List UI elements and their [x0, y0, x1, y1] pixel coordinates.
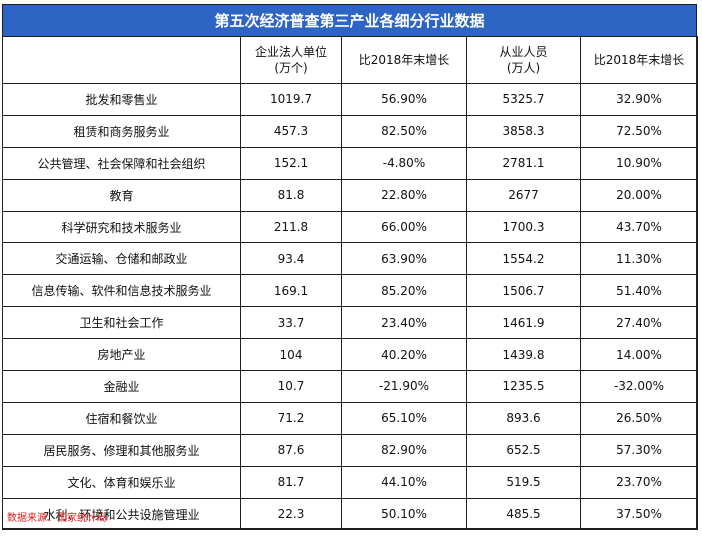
enterprise-growth-cell: 44.10%: [341, 465, 467, 499]
employee-growth-cell: 43.70%: [580, 210, 698, 244]
enterprise-growth-cell: 82.90%: [341, 433, 467, 467]
industry-cell: 文化、体育和娱乐业: [2, 465, 241, 499]
employee-growth-cell: 72.50%: [580, 114, 698, 148]
employees-cell: 1439.8: [466, 338, 581, 372]
enterprise-growth-cell: 56.90%: [341, 83, 467, 116]
enterprises-cell: 152.1: [240, 146, 342, 180]
table-row: 交通运输、仓储和邮政业 93.4 63.90% 1554.2 11.30%: [2, 242, 698, 276]
industry-cell: 卫生和社会工作: [2, 306, 241, 340]
enterprise-growth-cell: 22.80%: [341, 178, 467, 212]
industry-cell: 信息传输、软件和信息技术服务业: [2, 274, 241, 308]
table-row: 租赁和商务服务业 457.3 82.50% 3858.3 72.50%: [2, 114, 698, 148]
industry-cell: 房地产业: [2, 338, 241, 372]
employee-growth-cell: 10.90%: [580, 146, 698, 180]
employees-cell: 519.5: [466, 465, 581, 499]
employees-cell: 2781.1: [466, 146, 581, 180]
enterprise-growth-cell: -21.90%: [341, 370, 467, 403]
enterprises-cell: 10.7: [240, 370, 342, 403]
industry-cell: 教育: [2, 178, 241, 212]
header-row: 企业法人单位 (万个) 比2018年末增长 从业人员 (万人) 比2018年末增长: [2, 36, 698, 84]
header-industry: [2, 36, 241, 84]
employees-cell: 2677: [466, 178, 581, 212]
header-employees: 从业人员 (万人): [466, 36, 581, 84]
table-row: 教育 81.8 22.80% 2677 20.00%: [2, 178, 698, 212]
enterprise-growth-cell: 82.50%: [341, 114, 467, 148]
table-title: 第五次经济普查第三产业各细分行业数据: [2, 4, 697, 36]
enterprises-cell: 87.6: [240, 433, 342, 467]
header-employee-growth: 比2018年末增长: [580, 36, 698, 84]
enterprise-growth-cell: 40.20%: [341, 338, 467, 372]
industry-cell: 交通运输、仓储和邮政业: [2, 242, 241, 276]
industry-cell: 公共管理、社会保障和社会组织: [2, 146, 241, 180]
employees-cell: 1461.9: [466, 306, 581, 340]
industry-cell: 租赁和商务服务业: [2, 114, 241, 148]
industry-cell: 住宿和餐饮业: [2, 401, 241, 435]
enterprises-cell: 104: [240, 338, 342, 372]
table-row: 金融业 10.7 -21.90% 1235.5 -32.00%: [2, 370, 698, 403]
employees-cell: 1554.2: [466, 242, 581, 276]
table-row: 水利、环境和公共设施管理业 22.3 50.10% 485.5 37.50%: [2, 497, 698, 531]
employee-growth-cell: 27.40%: [580, 306, 698, 340]
enterprises-cell: 81.8: [240, 178, 342, 212]
enterprises-cell: 93.4: [240, 242, 342, 276]
enterprise-growth-cell: 50.10%: [341, 497, 467, 531]
employee-growth-cell: 26.50%: [580, 401, 698, 435]
table-row: 住宿和餐饮业 71.2 65.10% 893.6 26.50%: [2, 401, 698, 435]
employee-growth-cell: 37.50%: [580, 497, 698, 531]
header-enterprise-growth: 比2018年末增长: [341, 36, 467, 84]
employees-cell: 1235.5: [466, 370, 581, 403]
employees-cell: 485.5: [466, 497, 581, 531]
employee-growth-cell: 57.30%: [580, 433, 698, 467]
table-row: 批发和零售业 1019.7 56.90% 5325.7 32.90%: [2, 83, 698, 116]
header-enterprises: 企业法人单位 (万个): [240, 36, 342, 84]
enterprises-cell: 1019.7: [240, 83, 342, 116]
data-source-note: 数据来源：国家统计局: [7, 513, 107, 524]
employee-growth-cell: 20.00%: [580, 178, 698, 212]
employees-cell: 652.5: [466, 433, 581, 467]
table-row: 信息传输、软件和信息技术服务业 169.1 85.20% 1506.7 51.40%: [2, 274, 698, 308]
industry-cell: 水利、环境和公共设施管理业: [2, 497, 241, 531]
employees-cell: 5325.7: [466, 83, 581, 116]
data-table: 企业法人单位 (万个) 比2018年末增长 从业人员 (万人) 比2018年末增长 …: [2, 36, 698, 531]
employee-growth-cell: -32.00%: [580, 370, 698, 403]
enterprises-cell: 211.8: [240, 210, 342, 244]
employee-growth-cell: 32.90%: [580, 83, 698, 116]
enterprise-growth-cell: 63.90%: [341, 242, 467, 276]
enterprise-growth-cell: 23.40%: [341, 306, 467, 340]
enterprises-cell: 81.7: [240, 465, 342, 499]
table-row: 科学研究和技术服务业 211.8 66.00% 1700.3 43.70%: [2, 210, 698, 244]
employees-cell: 3858.3: [466, 114, 581, 148]
enterprise-growth-cell: 85.20%: [341, 274, 467, 308]
industry-cell: 科学研究和技术服务业: [2, 210, 241, 244]
employee-growth-cell: 11.30%: [580, 242, 698, 276]
table-row: 文化、体育和娱乐业 81.7 44.10% 519.5 23.70%: [2, 465, 698, 499]
table-row: 居民服务、修理和其他服务业 87.6 82.90% 652.5 57.30%: [2, 433, 698, 467]
table-row: 房地产业 104 40.20% 1439.8 14.00%: [2, 338, 698, 372]
enterprise-growth-cell: 65.10%: [341, 401, 467, 435]
employee-growth-cell: 23.70%: [580, 465, 698, 499]
industry-cell: 居民服务、修理和其他服务业: [2, 433, 241, 467]
enterprise-growth-cell: 66.00%: [341, 210, 467, 244]
employee-growth-cell: 51.40%: [580, 274, 698, 308]
industry-cell: 批发和零售业: [2, 83, 241, 116]
employees-cell: 1506.7: [466, 274, 581, 308]
enterprise-growth-cell: -4.80%: [341, 146, 467, 180]
employee-growth-cell: 14.00%: [580, 338, 698, 372]
employees-cell: 1700.3: [466, 210, 581, 244]
employees-cell: 893.6: [466, 401, 581, 435]
table-row: 卫生和社会工作 33.7 23.40% 1461.9 27.40%: [2, 306, 698, 340]
enterprises-cell: 33.7: [240, 306, 342, 340]
table-row: 公共管理、社会保障和社会组织 152.1 -4.80% 2781.1 10.90%: [2, 146, 698, 180]
enterprises-cell: 457.3: [240, 114, 342, 148]
industry-cell: 金融业: [2, 370, 241, 403]
enterprises-cell: 169.1: [240, 274, 342, 308]
enterprises-cell: 71.2: [240, 401, 342, 435]
enterprises-cell: 22.3: [240, 497, 342, 531]
